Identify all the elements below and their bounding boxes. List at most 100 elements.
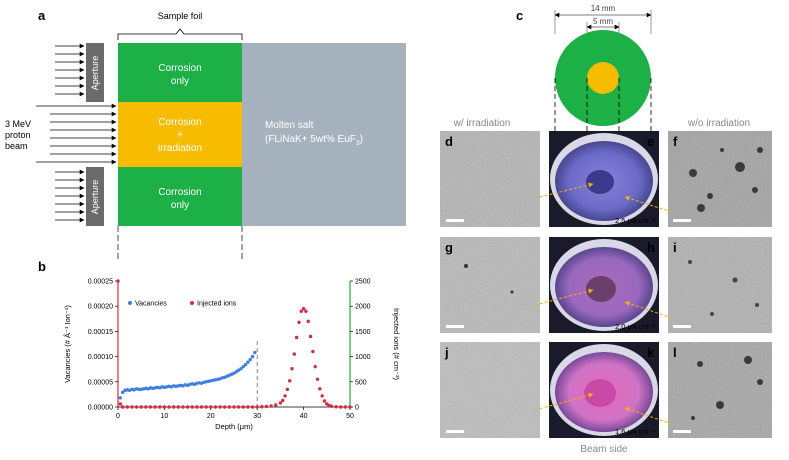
injected-ions-point (209, 405, 213, 409)
x-tick-label: 0 (116, 413, 120, 420)
y-right-tick-label: 500 (355, 379, 367, 386)
panel-label-c: c (516, 8, 523, 23)
vacancies-point (250, 354, 255, 359)
injected-ions-point (227, 405, 232, 409)
foil-top-label-1: Corrosion (158, 63, 201, 74)
injected-ions-point (260, 405, 264, 409)
injected-ions-point (213, 405, 218, 409)
injected-ions-point (315, 377, 320, 381)
y-axis-left-label: Vacancies (# Å⁻¹ Ion⁻¹) (63, 305, 72, 383)
scale-bar-d (446, 219, 464, 222)
orange-arrows (534, 182, 673, 425)
y-left-tick-label: 0.00000 (88, 405, 113, 412)
dish-spot-e (586, 170, 614, 194)
w-irradiation-label: w/ irradiation (453, 118, 511, 129)
injected-ions-point (130, 405, 134, 409)
scale-bar-i (673, 325, 691, 328)
y-left-tick-label: 0.00015 (88, 329, 113, 336)
vacancies-point (241, 364, 245, 369)
injected-ions-point (223, 405, 227, 409)
injected-ions-point (241, 405, 245, 409)
sample-disk-irradiated-spot (587, 62, 619, 94)
y-right-tick-label: 2500 (355, 279, 371, 286)
injected-ions-point (204, 405, 208, 409)
injected-ions-point (283, 394, 287, 398)
beam-label-1: 3 MeV (5, 119, 31, 129)
scale-bar-j (446, 430, 464, 433)
injected-ions-point (199, 405, 204, 409)
scale-bar-f (673, 219, 691, 222)
injected-ions-point (218, 405, 222, 409)
beam-side-label: Beam side (580, 444, 628, 455)
injected-ions-point (278, 401, 283, 405)
injected-ions-point (294, 335, 299, 340)
injected-ions-point (255, 405, 259, 409)
injected-ions-point (232, 405, 236, 409)
panel-label-j: j (444, 345, 449, 360)
dish-spot-k (584, 379, 616, 407)
panel-label-l: l (673, 345, 677, 360)
panel-label-b: b (38, 259, 46, 274)
panel-label-e: e (647, 134, 654, 149)
y-right-tick-label: 1000 (355, 354, 371, 361)
vacancies-point (248, 357, 252, 362)
beam-arrows-middle (36, 103, 117, 165)
injected-ions-point (343, 405, 348, 409)
injected-ions-point (299, 309, 303, 313)
foil-top-corrosion-only (118, 43, 242, 102)
vacancies-point (120, 390, 125, 395)
y-right-tick-label: 1500 (355, 329, 371, 336)
legend-vacancies-label: Vacancies (135, 301, 167, 308)
beam-label-3: beam (5, 141, 28, 151)
injected-ions-point (301, 307, 306, 311)
x-tick-label: 30 (253, 413, 261, 420)
beam-arrows-bottom (55, 169, 85, 223)
injected-ions-point (236, 405, 241, 409)
x-tick-label: 50 (346, 413, 354, 420)
beam-label-2: proton (5, 130, 31, 140)
injected-ions-point (148, 405, 153, 409)
injected-ions-point (162, 405, 167, 409)
injected-ions-point (306, 319, 310, 324)
beam-arrows-top (55, 43, 85, 97)
panel-label-f: f (673, 134, 678, 149)
panel-label-k: k (647, 345, 655, 360)
injected-ions-point (171, 405, 176, 409)
pits-i (688, 260, 759, 316)
injected-ions-point (158, 405, 162, 409)
wo-irradiation-label: w/o irradiation (687, 118, 750, 129)
y-axis-right-label: Injected ions (# cm⁻³) (392, 308, 401, 380)
x-tick-label: 20 (207, 413, 215, 420)
injected-ions-point (120, 405, 125, 409)
panel-label-a: a (38, 8, 46, 23)
vacancies-point (239, 366, 243, 371)
injected-ions-point (292, 352, 297, 356)
injected-ions-point (195, 405, 199, 409)
y-left-tick-label: 0.00020 (88, 304, 113, 311)
injected-ions-point (144, 405, 148, 409)
dish-spot-h (586, 276, 616, 302)
injected-ions-point (246, 405, 250, 409)
dim-5mm-label: 5 mm (593, 17, 613, 26)
injected-ions-point (281, 398, 285, 403)
scale-bar-l (673, 430, 691, 433)
injected-ions-point (287, 379, 292, 383)
injected-ions-point (190, 405, 194, 409)
legend-vacancies-marker (128, 301, 132, 305)
panel-label-h: h (647, 240, 655, 255)
foil-mid-label-2: + (177, 130, 183, 141)
scale-bar-g (446, 325, 464, 328)
foil-bottom-label-1: Corrosion (158, 187, 201, 198)
y-left-tick-label: 0.00005 (88, 379, 113, 386)
disk-projection-lines (554, 78, 652, 140)
x-tick-label: 10 (161, 413, 169, 420)
injected-ions-point (274, 403, 278, 407)
injected-ions-point (134, 405, 139, 409)
foil-mid-label-1: Corrosion (158, 117, 201, 128)
panel-label-i: i (673, 240, 677, 255)
y-left-tick-label: 0.00025 (88, 279, 113, 286)
molten-salt-label: Molten salt (265, 120, 314, 131)
injected-ions-point (139, 405, 143, 409)
panel-label-g: g (445, 240, 453, 255)
